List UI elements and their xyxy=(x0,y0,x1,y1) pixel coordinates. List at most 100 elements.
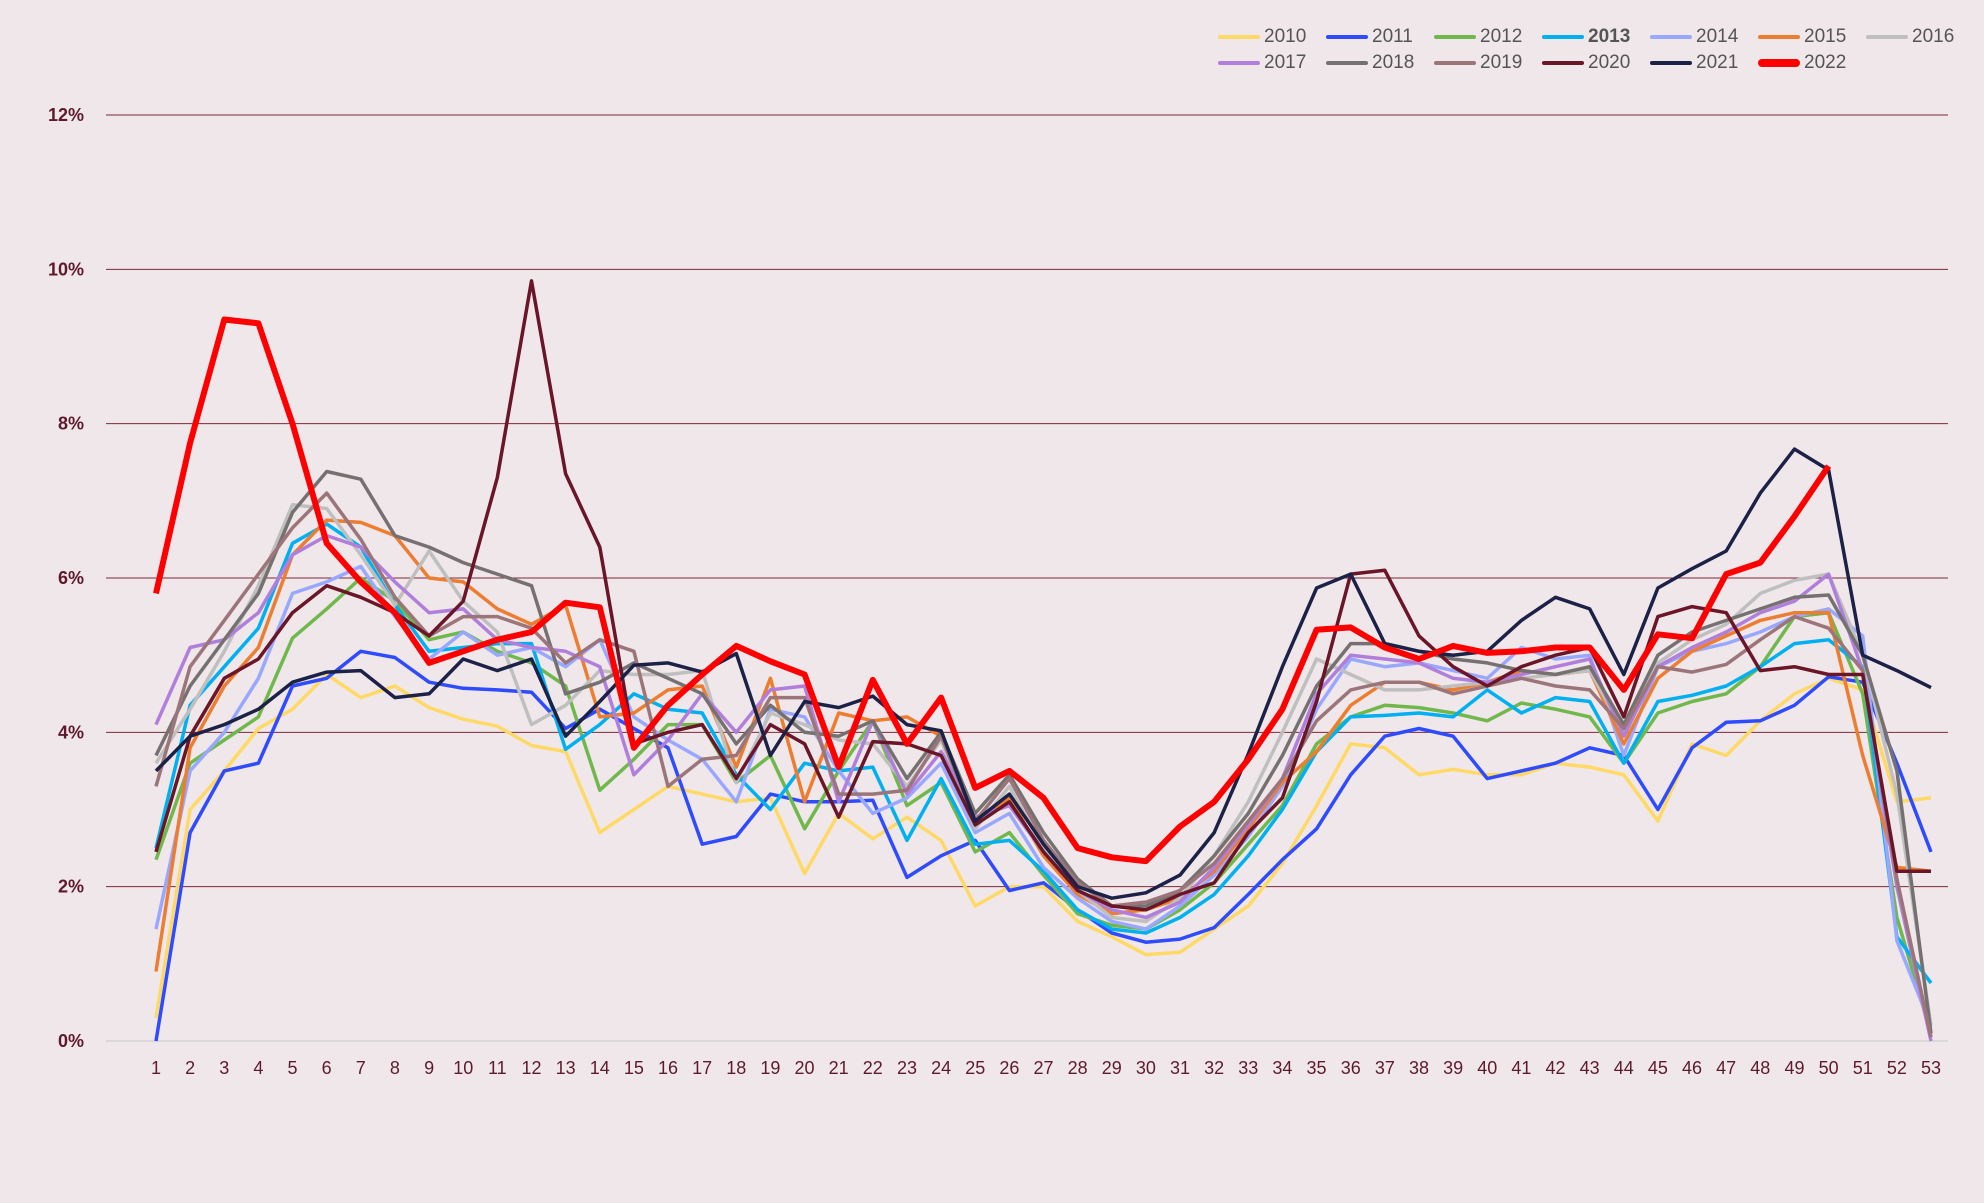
legend-item-2022: 2022 xyxy=(1758,52,1866,74)
series-line-2010 xyxy=(154,672,1932,1019)
legend-label: 2010 xyxy=(1264,26,1307,47)
legend-item-2010: 2010 xyxy=(1218,26,1326,48)
legend-label: 2014 xyxy=(1696,26,1739,47)
x-tick-label: 45 xyxy=(1648,1058,1668,1078)
x-tick-label: 43 xyxy=(1580,1058,1600,1078)
y-tick-label: 6% xyxy=(58,568,84,588)
x-tick-label: 22 xyxy=(863,1058,883,1078)
series-line-2017 xyxy=(154,533,1933,1042)
legend-item-2021: 2021 xyxy=(1650,52,1758,74)
legend-label: 2013 xyxy=(1588,26,1631,47)
legend-swatch xyxy=(1326,35,1368,39)
x-tick-label: 23 xyxy=(897,1058,917,1078)
x-tick-label: 35 xyxy=(1307,1058,1327,1078)
x-tick-label: 34 xyxy=(1272,1058,1292,1078)
legend-item-2016: 2016 xyxy=(1866,26,1974,48)
x-tick-label: 19 xyxy=(760,1058,780,1078)
x-tick-label: 37 xyxy=(1375,1058,1395,1078)
x-tick-label: 12 xyxy=(521,1058,541,1078)
x-tick-label: 13 xyxy=(556,1058,576,1078)
legend-swatch xyxy=(1326,61,1368,65)
x-tick-label: 42 xyxy=(1546,1058,1566,1078)
legend-swatch xyxy=(1650,35,1692,39)
legend-swatch xyxy=(1434,35,1476,39)
legend: 2010 2011 2012 2013 2014 2015 2016 2017 2018 2019… xyxy=(1218,26,1974,74)
legend-item-2019: 2019 xyxy=(1434,52,1542,74)
x-tick-label: 48 xyxy=(1750,1058,1770,1078)
legend-label: 2021 xyxy=(1696,52,1739,73)
x-tick-label: 47 xyxy=(1716,1058,1736,1078)
y-tick-label: 12% xyxy=(48,105,84,125)
legend-item-2012: 2012 xyxy=(1434,26,1542,48)
x-tick-label: 28 xyxy=(1068,1058,1088,1078)
series-line-2014 xyxy=(154,564,1933,1027)
x-tick-label: 38 xyxy=(1409,1058,1429,1078)
legend-label: 2016 xyxy=(1912,26,1955,47)
x-tick-label: 46 xyxy=(1682,1058,1702,1078)
legend-swatch xyxy=(1758,59,1800,67)
x-tick-label: 53 xyxy=(1921,1058,1941,1078)
x-tick-label: 41 xyxy=(1511,1058,1531,1078)
x-tick-label: 40 xyxy=(1477,1058,1497,1078)
x-tick-label: 11 xyxy=(488,1058,507,1078)
x-tick-label: 6 xyxy=(322,1058,332,1078)
legend-label: 2022 xyxy=(1804,52,1847,73)
x-tick-label: 50 xyxy=(1819,1058,1839,1078)
x-tick-label: 39 xyxy=(1443,1058,1463,1078)
x-tick-label: 27 xyxy=(1033,1058,1053,1078)
legend-swatch xyxy=(1218,61,1260,65)
legend-item-2013: 2013 xyxy=(1542,26,1650,48)
legend-swatch xyxy=(1542,61,1584,65)
x-tick-label: 4 xyxy=(253,1058,263,1078)
x-tick-label: 52 xyxy=(1887,1058,1907,1078)
legend-item-2011: 2011 xyxy=(1326,26,1434,48)
x-tick-label: 2 xyxy=(185,1058,195,1078)
y-tick-label: 2% xyxy=(58,877,84,897)
x-axis-labels: 1 2 3 4 5 6 7 8 9 10 11 12 13 14 15 16 17 18 19 20 21 22 23 24 2… xyxy=(151,1058,1941,1078)
legend-swatch xyxy=(1650,61,1692,65)
legend-swatch xyxy=(1758,35,1800,39)
series-lines xyxy=(153,279,1933,1042)
legend-label: 2015 xyxy=(1804,26,1847,47)
series-line-2022 xyxy=(153,316,1832,865)
legend-label: 2019 xyxy=(1480,52,1523,73)
x-tick-label: 9 xyxy=(424,1058,434,1078)
legend-swatch xyxy=(1434,61,1476,65)
x-tick-label: 21 xyxy=(829,1058,849,1078)
x-tick-label: 30 xyxy=(1136,1058,1156,1078)
x-tick-label: 15 xyxy=(624,1058,644,1078)
legend-item-2020: 2020 xyxy=(1542,52,1650,74)
series-line-2012 xyxy=(154,576,1933,1034)
x-tick-label: 51 xyxy=(1853,1058,1873,1078)
legend-swatch xyxy=(1866,35,1908,39)
x-tick-label: 24 xyxy=(931,1058,951,1078)
x-tick-label: 20 xyxy=(795,1058,815,1078)
legend-swatch xyxy=(1218,35,1260,39)
legend-label: 2020 xyxy=(1588,52,1631,73)
x-tick-label: 3 xyxy=(219,1058,229,1078)
series-line-2013 xyxy=(154,522,1933,985)
series-line-2021 xyxy=(154,447,1932,900)
legend-label: 2017 xyxy=(1264,52,1307,73)
x-tick-label: 26 xyxy=(999,1058,1019,1078)
x-tick-label: 44 xyxy=(1614,1058,1634,1078)
series-line-2019 xyxy=(154,491,1933,1038)
legend-item-2014: 2014 xyxy=(1650,26,1758,48)
legend-swatch xyxy=(1542,35,1584,39)
y-axis-labels: 0% 2% 4% 6% 8% 10% 12% xyxy=(48,105,84,1051)
series-line-2018 xyxy=(154,469,1933,1034)
x-tick-label: 5 xyxy=(288,1058,298,1078)
x-tick-label: 10 xyxy=(453,1058,473,1078)
x-tick-label: 25 xyxy=(965,1058,985,1078)
legend-label: 2018 xyxy=(1372,52,1415,73)
legend-label: 2012 xyxy=(1480,26,1523,47)
x-tick-label: 32 xyxy=(1204,1058,1224,1078)
y-tick-label: 8% xyxy=(58,414,84,434)
y-tick-label: 4% xyxy=(58,722,84,742)
x-tick-label: 16 xyxy=(658,1058,678,1078)
x-tick-label: 18 xyxy=(726,1058,746,1078)
legend-item-2017: 2017 xyxy=(1218,52,1326,74)
x-tick-label: 17 xyxy=(692,1058,712,1078)
y-tick-label: 10% xyxy=(48,259,84,279)
